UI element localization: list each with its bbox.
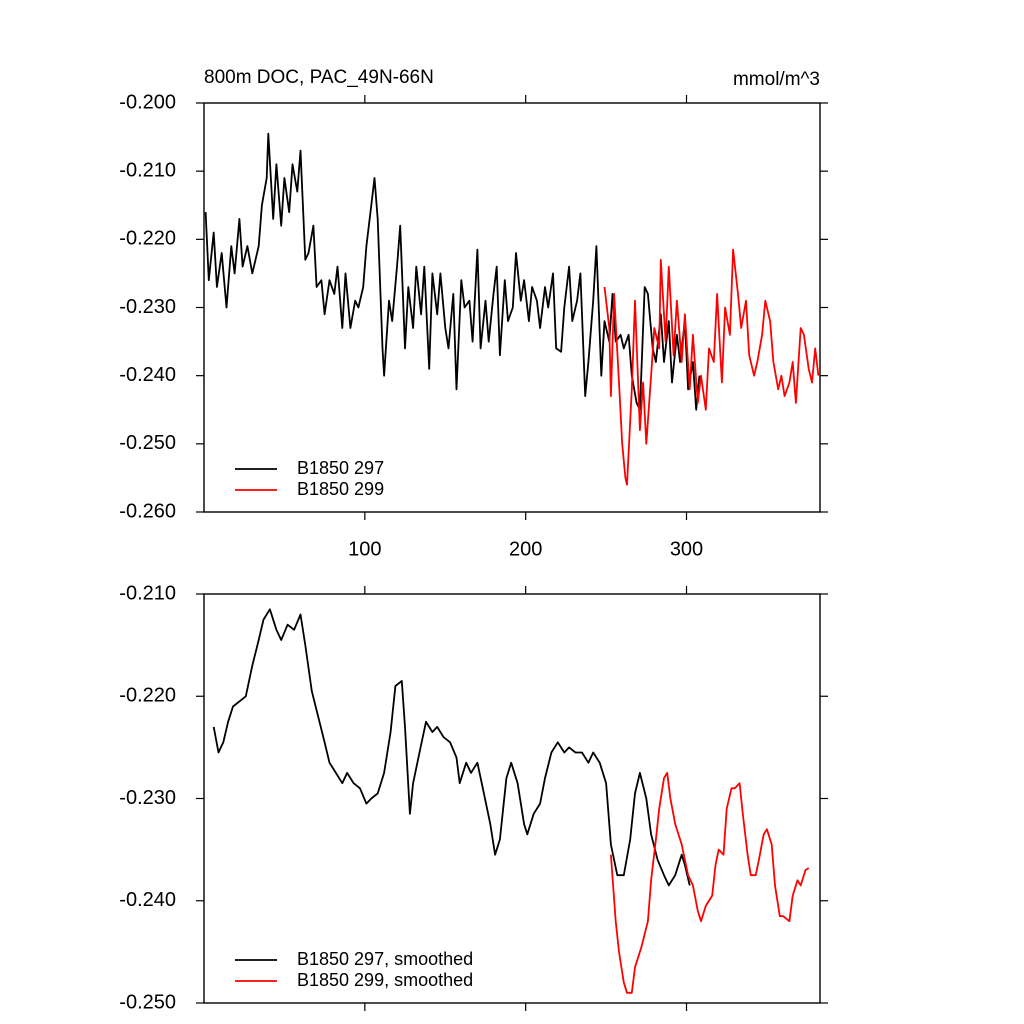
- x-tick-label: 300: [670, 538, 703, 560]
- units-label: mmol/m^3: [733, 69, 820, 90]
- y-tick-label: -0.260: [119, 500, 176, 522]
- legend-label: B1850 299: [297, 479, 384, 499]
- legend-label: B1850 299, smoothed: [297, 970, 473, 990]
- legend-label: B1850 297: [297, 458, 384, 478]
- y-tick-label: -0.240: [119, 889, 176, 911]
- y-tick-label: -0.230: [119, 787, 176, 809]
- plot-frame: [203, 593, 821, 1004]
- y-tick-label: -0.210: [119, 159, 176, 181]
- x-tick-label: 100: [348, 538, 381, 560]
- data-line: [610, 772, 810, 994]
- y-tick-label: -0.200: [119, 91, 176, 113]
- y-tick-label: -0.240: [119, 364, 176, 386]
- y-tick-label: -0.250: [119, 432, 176, 454]
- y-tick-label: -0.230: [119, 296, 176, 318]
- y-tick-label: -0.250: [119, 991, 176, 1013]
- legend-label: B1850 297, smoothed: [297, 949, 473, 969]
- y-tick-label: -0.210: [119, 582, 176, 604]
- chart-title: 800m DOC, PAC_49N-66N: [204, 67, 434, 88]
- data-line: [204, 132, 701, 411]
- y-tick-label: -0.220: [119, 228, 176, 250]
- data-line: [603, 248, 820, 486]
- x-tick-label: 200: [509, 538, 542, 560]
- data-line: [212, 608, 691, 887]
- y-tick-label: -0.220: [119, 685, 176, 707]
- plot-frame: [203, 102, 821, 513]
